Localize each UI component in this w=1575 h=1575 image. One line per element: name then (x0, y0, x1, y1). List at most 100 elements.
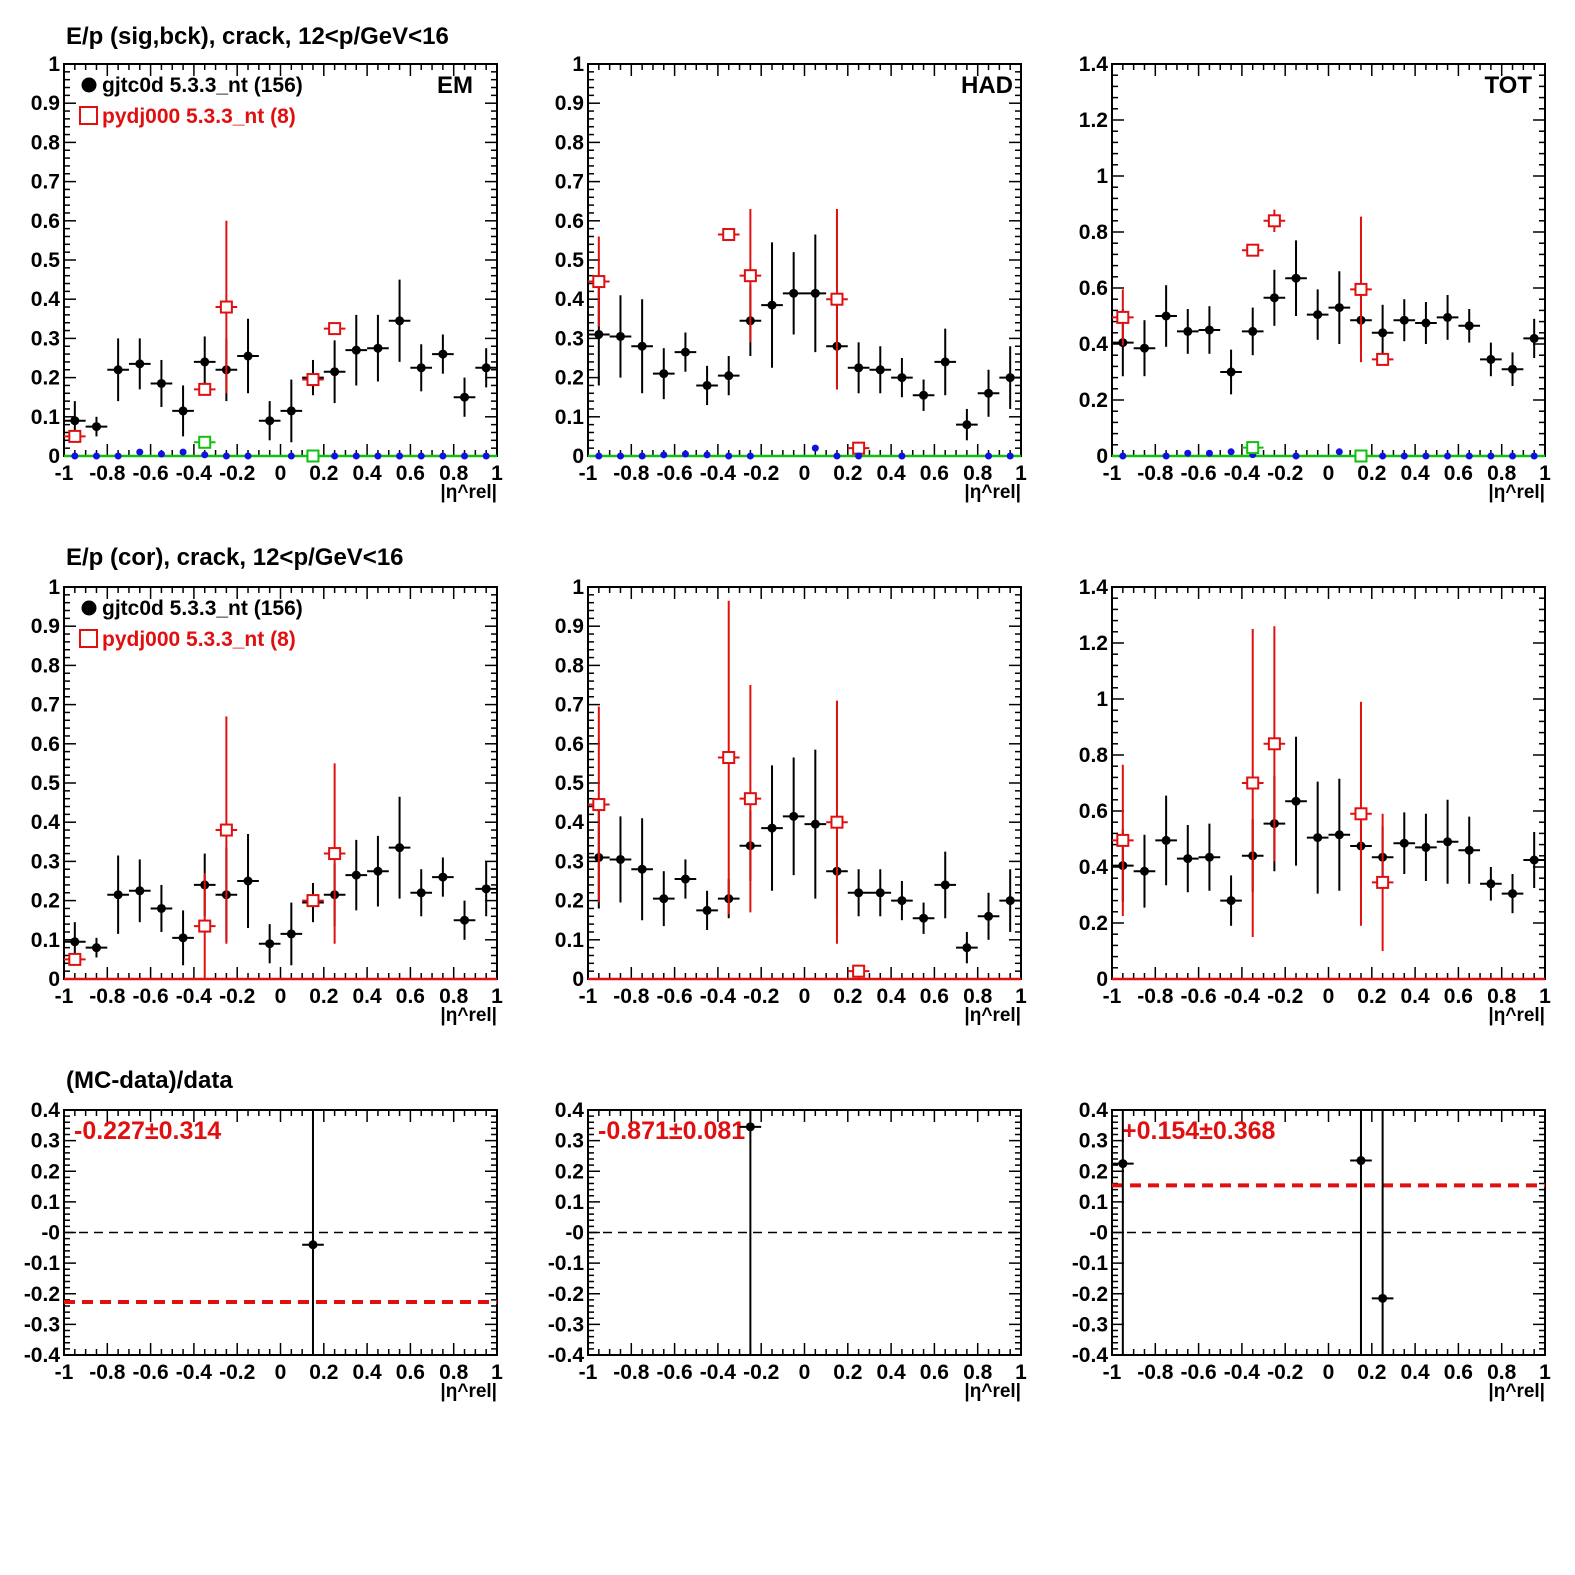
y-tick-label: -0 (565, 1222, 584, 1245)
data-point (1486, 879, 1496, 889)
data-point (222, 452, 230, 460)
x-tick-label: 0.4 (352, 462, 382, 485)
chart-r1c2: -1 -0.8 -0.6 -0.4 -0.2 0 0.2 0.4 0.6 0.8 1|η^rel|0… (1079, 576, 1551, 1026)
data-point (286, 406, 296, 416)
x-axis-label: |η^rel| (964, 482, 1021, 503)
x-tick-label: 1 (1015, 985, 1027, 1008)
y-tick-label: 1.4 (1079, 576, 1109, 599)
plot-area: -1 -0.8 -0.6 -0.4 -0.2 0 0.2 0.4 0.6 0.8 1 |η^rel| 0… (24, 53, 1551, 1402)
x-tick-label: 0.8 (1487, 985, 1517, 1008)
x-tick-label: -0.2 (1267, 1361, 1303, 1384)
data-point (1400, 452, 1408, 460)
x-tick-label: -0.8 (89, 1361, 126, 1384)
y-tick-label: 0.2 (1079, 389, 1108, 412)
data-point (919, 913, 929, 923)
data-point (482, 452, 490, 460)
data-point (438, 872, 448, 882)
x-tick-label: 0.2 (1357, 985, 1386, 1008)
y-tick-label: -0.1 (548, 1252, 585, 1275)
row-title-3: (MC-data)/data (66, 1067, 233, 1094)
y-tick-label: 1 (1096, 688, 1108, 711)
y-tick-label: 0.3 (31, 1130, 60, 1153)
chart-r0c0: -1 -0.8 -0.6 -0.4 -0.2 0 0.2 0.4 0.6 0.8 1|η^rel|0… (31, 53, 503, 503)
data-point (156, 903, 166, 913)
data-point (1226, 367, 1236, 377)
data-point (724, 371, 734, 381)
legend-data-label: gjtc0d 5.3.3_nt (156) (102, 597, 303, 620)
data-point (135, 359, 145, 369)
y-tick-label: 0.8 (555, 654, 585, 677)
x-tick-label: 0.2 (309, 1361, 338, 1384)
x-tick-label: -1 (579, 462, 598, 485)
x-tick-label: 0.2 (833, 985, 862, 1008)
x-tick-label: -0.6 (657, 985, 693, 1008)
chart-r0c2: -1 -0.8 -0.6 -0.4 -0.2 0 0.2 0.4 0.6 0.8 1|η^rel|0… (1079, 53, 1551, 503)
y-tick-label: -0.4 (548, 1344, 585, 1367)
mc-point (722, 751, 736, 765)
mc-point (68, 952, 82, 966)
row-title-1: E/p (sig,bck), crack, 12<p/GeV<16 (66, 23, 449, 50)
x-tick-label: 0.4 (876, 462, 906, 485)
x-tick-label: -0.6 (1181, 1361, 1217, 1384)
data-point (1335, 448, 1343, 456)
x-tick-label: 0.6 (1444, 1361, 1473, 1384)
y-tick-label: 0.4 (1079, 333, 1109, 356)
mc-point (198, 435, 212, 449)
x-tick-label: -0.2 (1267, 462, 1303, 485)
x-tick-label: -0.4 (176, 1361, 213, 1384)
x-tick-label: 0.4 (876, 985, 906, 1008)
data-point (1486, 354, 1496, 364)
mc-point (1354, 282, 1368, 296)
x-tick-label: 0 (275, 462, 287, 485)
data-point (136, 448, 144, 456)
data-point (1183, 326, 1193, 336)
x-tick-label: -1 (55, 1361, 74, 1384)
y-tick-label: -0.2 (548, 1283, 584, 1306)
x-tick-label: 1 (491, 985, 503, 1008)
data-point (1487, 452, 1495, 460)
legend-mc-marker (79, 629, 98, 648)
data-point (637, 341, 647, 351)
x-tick-label: 0.2 (309, 462, 338, 485)
y-tick-label: 0.5 (31, 249, 61, 272)
legend-data-marker (81, 77, 97, 93)
y-tick-label: 0.3 (31, 327, 60, 350)
mc-point (1376, 875, 1390, 889)
x-tick-label: -0.6 (1181, 462, 1217, 485)
data-point (178, 933, 188, 943)
mc-point (1354, 449, 1368, 463)
y-tick-label: 0.3 (555, 327, 584, 350)
x-tick-label: -1 (1103, 985, 1122, 1008)
data-point (1529, 333, 1539, 343)
data-point (91, 943, 101, 953)
y-tick-label: 1 (48, 576, 60, 599)
data-point (70, 937, 80, 947)
mc-point (592, 275, 606, 289)
y-tick-label: 0.3 (555, 850, 584, 873)
mc-point (852, 964, 866, 978)
x-tick-label: 0.4 (876, 1361, 906, 1384)
mc-point (852, 441, 866, 455)
data-point (287, 452, 295, 460)
data-point (265, 416, 275, 426)
data-point (201, 451, 209, 459)
y-tick-label: 1.2 (1079, 632, 1108, 655)
y-tick-label: 0.4 (1079, 856, 1109, 879)
data-point (1161, 311, 1171, 321)
mc-point (722, 228, 736, 242)
data-point (243, 351, 253, 361)
data-point (616, 452, 624, 460)
y-tick-label: 0.2 (1079, 912, 1108, 935)
data-point (875, 888, 885, 898)
fit-result: -0.227±0.314 (74, 1117, 221, 1145)
x-tick-label: 0.4 (352, 985, 382, 1008)
y-tick-label: 0.8 (1079, 221, 1109, 244)
data-point (1464, 321, 1474, 331)
legend-data-label: gjtc0d 5.3.3_nt (156) (102, 74, 303, 97)
x-tick-label: -1 (579, 985, 598, 1008)
x-tick-label: 1 (1539, 462, 1551, 485)
x-tick-label: -0.4 (1224, 1361, 1261, 1384)
data-point (1508, 364, 1518, 374)
y-tick-label: -0.3 (24, 1313, 60, 1336)
x-tick-label: 1 (1539, 1361, 1551, 1384)
